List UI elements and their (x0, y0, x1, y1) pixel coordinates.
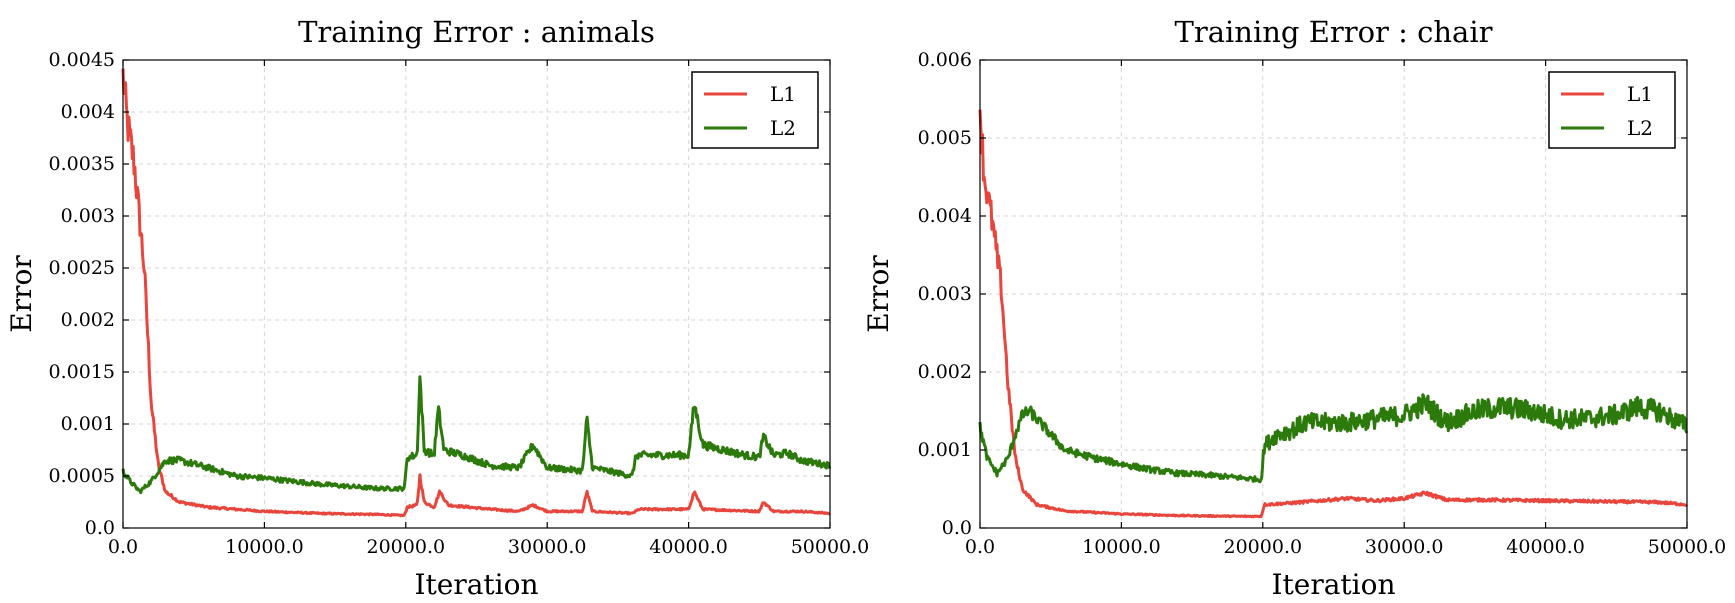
series-line-l2 (121, 375, 832, 495)
x-tick-label: 50000.0 (791, 536, 870, 558)
legend-label-l1: L1 (770, 82, 796, 106)
y-tick-label: 0.003 (918, 283, 972, 305)
y-tick-label: 0.0025 (49, 257, 115, 279)
legend-label-l1: L1 (1627, 82, 1653, 106)
chart-title: Training Error : chair (1175, 15, 1493, 49)
y-tick-label: 0.002 (918, 361, 972, 383)
y-tick-label: 0.0015 (49, 361, 115, 383)
y-tick-label: 0.005 (918, 127, 972, 149)
chart-title: Training Error : animals (298, 15, 655, 49)
y-tick-label: 0.0045 (49, 49, 115, 71)
y-tick-label: 0.0005 (49, 465, 115, 487)
y-tick-label: 0.002 (61, 309, 115, 331)
y-tick-label: 0.001 (918, 439, 972, 461)
x-tick-label: 0.0 (108, 536, 138, 558)
legend-label-l2: L2 (1627, 116, 1653, 140)
x-tick-label: 30000.0 (508, 536, 587, 558)
x-tick-label: 50000.0 (1648, 536, 1727, 558)
y-tick-label: 0.003 (61, 205, 115, 227)
y-tick-label: 0.0035 (49, 153, 115, 175)
chart-0: 0.0 10000.0 20000.0 30000.0 40000.0 50000.0 0.… (5, 15, 869, 601)
x-tick-label: 40000.0 (1506, 536, 1585, 558)
y-tick-label: 0.004 (61, 101, 115, 123)
series-line-l2 (978, 393, 1689, 484)
x-tick-label: 30000.0 (1365, 536, 1444, 558)
x-tick-label: 10000.0 (225, 536, 304, 558)
x-tick-label: 10000.0 (1082, 536, 1161, 558)
chart-1: 0.0 10000.0 20000.0 30000.0 40000.0 50000.0 0.… (862, 15, 1726, 601)
series-line-l1 (978, 109, 1688, 519)
y-tick-label: 0.0 (85, 517, 115, 539)
legend-box (691, 71, 819, 149)
y-tick-label: 0.001 (61, 413, 115, 435)
y-axis-label: Error (5, 255, 38, 333)
x-tick-label: 0.0 (965, 536, 995, 558)
x-axis-label: Iteration (414, 568, 538, 601)
y-tick-label: 0.004 (918, 205, 972, 227)
legend-label-l2: L2 (770, 116, 796, 140)
x-tick-label: 40000.0 (649, 536, 728, 558)
x-tick-label: 20000.0 (1224, 536, 1303, 558)
y-tick-label: 0.006 (918, 49, 972, 71)
y-axis-label: Error (862, 255, 895, 333)
plot-frame (122, 59, 831, 529)
y-tick-label: 0.0 (942, 517, 972, 539)
series-line-l1 (121, 68, 831, 518)
legend-box (1548, 71, 1676, 149)
x-tick-label: 20000.0 (367, 536, 446, 558)
x-axis-label: Iteration (1271, 568, 1395, 601)
